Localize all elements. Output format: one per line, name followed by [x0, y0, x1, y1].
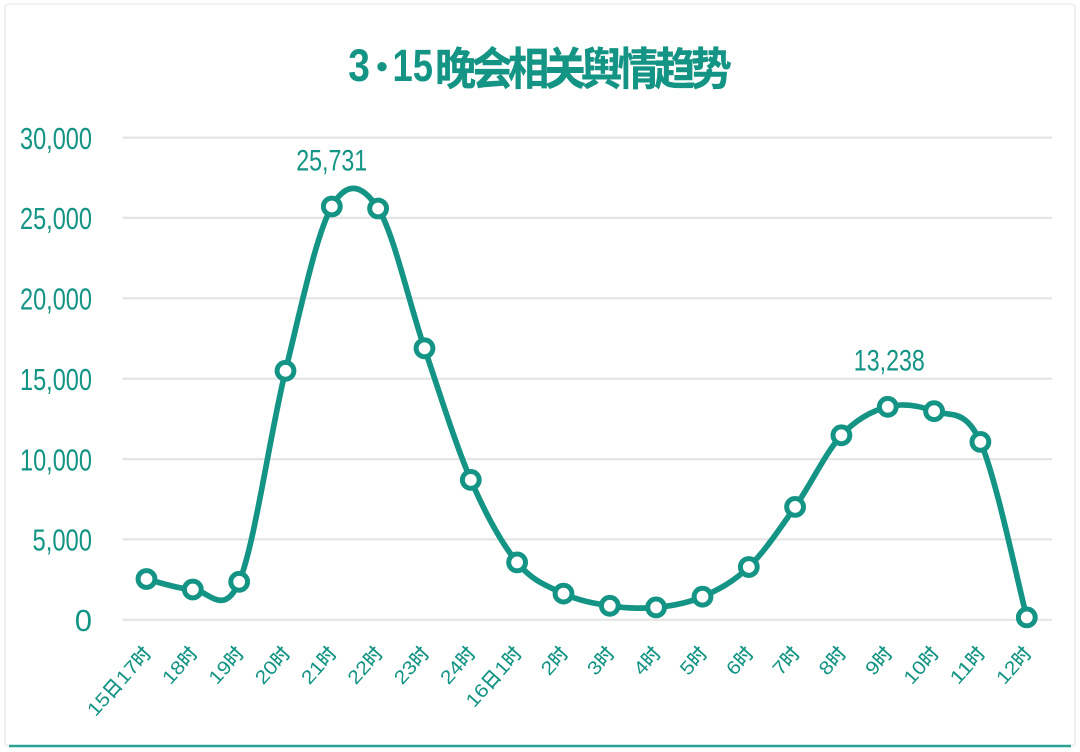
svg-text:13,238: 13,238	[854, 345, 925, 378]
svg-text:15: 15	[393, 40, 434, 91]
svg-text:10,000: 10,000	[20, 442, 92, 477]
svg-text:25,000: 25,000	[20, 201, 92, 236]
svg-text:25,731: 25,731	[296, 145, 367, 178]
svg-text:3: 3	[348, 40, 370, 91]
svg-text:5,000: 5,000	[33, 523, 93, 558]
svg-text:30,000: 30,000	[20, 121, 92, 156]
svg-text:20,000: 20,000	[20, 282, 92, 317]
svg-text:15,000: 15,000	[20, 362, 92, 397]
svg-text:0: 0	[75, 603, 92, 638]
